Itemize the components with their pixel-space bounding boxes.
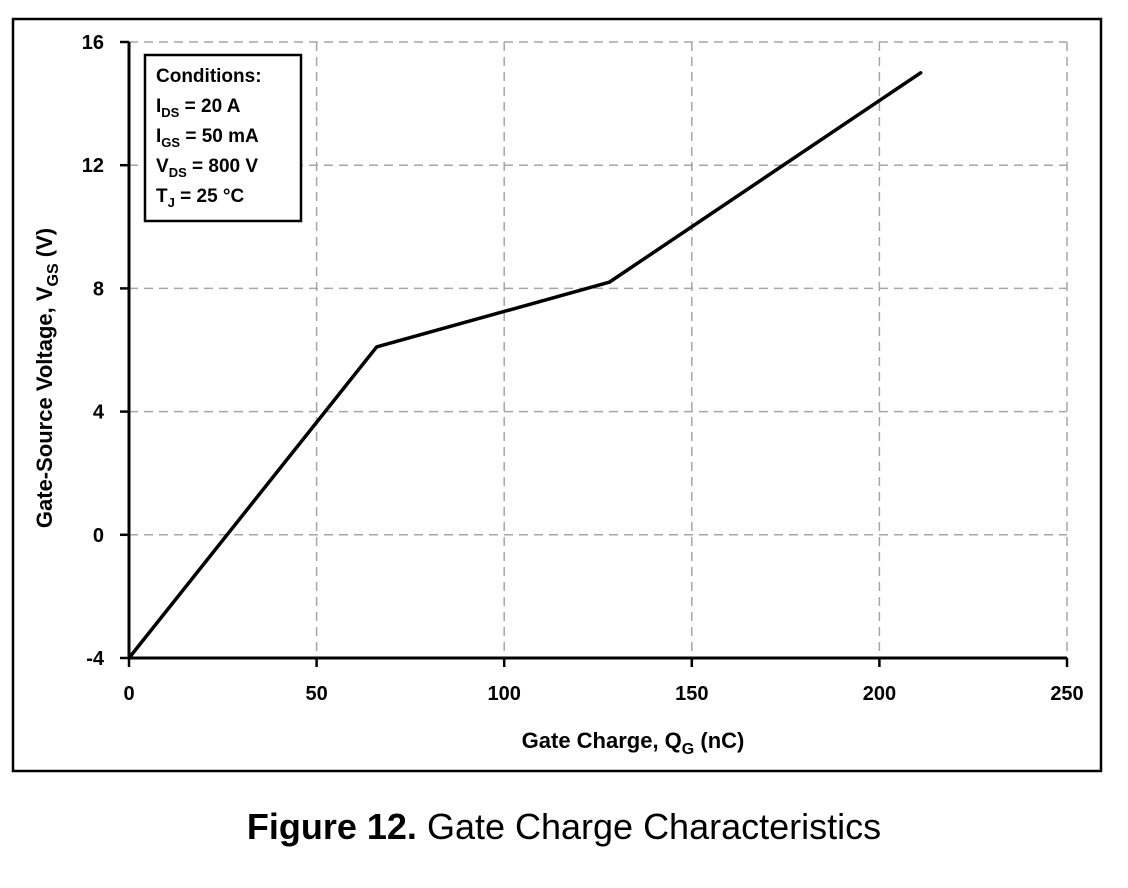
y-tick-label: 16 — [82, 32, 104, 54]
grid-lines — [129, 41, 1068, 658]
axes — [120, 40, 1069, 667]
x-axis-title: Gate Charge, QG (nC) — [522, 728, 745, 758]
x-tick-label: 0 — [123, 683, 134, 705]
condition-tj: TJ = 25 °C — [156, 186, 245, 210]
conditions-box: Conditions: IDS = 20 A IGS = 50 mA VDS =… — [143, 53, 303, 223]
conditions-title: Conditions: — [156, 66, 262, 87]
x-tick-label: 250 — [1050, 683, 1083, 705]
gate-charge-chart: -4 0 4 8 12 16 0 50 100 150 200 250 Gate Charge, QG… — [11, 17, 1103, 773]
x-tick-label: 50 — [305, 683, 327, 705]
conditions-box-border — [143, 53, 303, 223]
y-axis-title: Gate-Source Voltage, VGS (V) — [32, 228, 62, 528]
y-tick-label: 4 — [93, 402, 105, 424]
condition-vds: VDS = 800 V — [156, 156, 258, 180]
condition-igs: IGS = 50 mA — [156, 126, 259, 150]
x-tick-label: 150 — [675, 683, 708, 705]
tick-labels: -4 0 4 8 12 16 0 50 100 150 200 250 — [82, 32, 1084, 705]
x-tick-label: 100 — [488, 683, 521, 705]
vgs-curve-line — [127, 71, 923, 660]
y-tick-label: 8 — [93, 278, 104, 300]
series-lines — [127, 71, 923, 660]
figure-number: Figure 12. — [246, 806, 417, 847]
y-tick-label: 12 — [82, 155, 104, 177]
y-tick-label: 0 — [93, 525, 104, 547]
figure-caption-text: Gate Charge Characteristics — [416, 806, 882, 847]
figure-caption: Figure 12. Gate Charge Characteristics — [0, 806, 1128, 848]
y-tick-label: -4 — [86, 648, 105, 670]
condition-ids: IDS = 20 A — [156, 96, 241, 120]
x-tick-label: 200 — [863, 683, 896, 705]
